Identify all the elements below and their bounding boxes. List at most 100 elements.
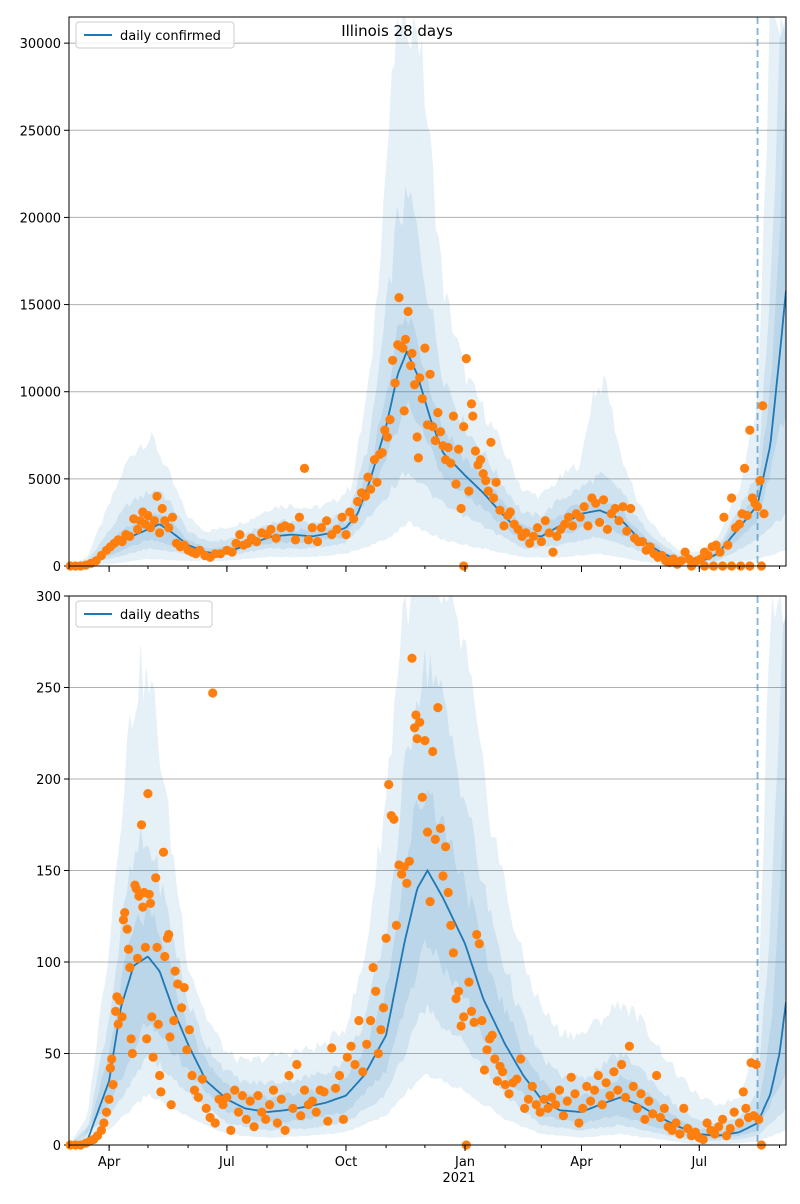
- observed-point: [299, 463, 310, 473]
- band-outer: [69, 17, 786, 566]
- observed-point: [382, 432, 392, 442]
- observed-point: [299, 1085, 310, 1095]
- observed-point: [266, 524, 276, 535]
- observed-point: [354, 1016, 364, 1026]
- observed-point: [96, 1125, 106, 1135]
- observed-point: [486, 437, 496, 447]
- observed-point: [319, 1087, 329, 1097]
- observed-point: [711, 540, 721, 550]
- observed-point: [218, 1100, 228, 1110]
- observed-point: [412, 734, 422, 744]
- observed-point: [133, 953, 143, 963]
- observed-point: [464, 486, 474, 496]
- plot-frame: [68, 595, 787, 1146]
- x-tick-label: Jan: [454, 1155, 475, 1170]
- observed-point: [622, 526, 632, 536]
- observed-point: [101, 1107, 112, 1117]
- observed-point: [143, 789, 153, 799]
- observed-point: [384, 779, 394, 790]
- observed-point: [597, 1100, 607, 1110]
- observed-point: [539, 1094, 549, 1104]
- observed-point: [540, 516, 550, 526]
- observed-point: [456, 1021, 466, 1031]
- observed-point: [420, 343, 430, 353]
- observed-point: [438, 871, 448, 881]
- observed-point: [755, 476, 765, 486]
- observed-point: [372, 477, 382, 487]
- observed-point: [579, 502, 589, 512]
- observed-point: [448, 411, 458, 421]
- observed-point: [459, 422, 469, 432]
- observed-point: [388, 355, 398, 365]
- observed-point: [504, 1089, 514, 1099]
- observed-point: [513, 524, 523, 535]
- observed-point: [271, 533, 281, 543]
- observed-point: [525, 538, 535, 548]
- observed-point: [714, 1122, 724, 1132]
- observed-point: [417, 792, 427, 802]
- observed-point: [397, 869, 407, 879]
- observed-point: [613, 1085, 623, 1095]
- observed-point: [253, 1091, 263, 1101]
- observed-point: [474, 939, 484, 949]
- observed-point: [288, 1103, 298, 1113]
- observed-point: [659, 1103, 669, 1113]
- observed-point: [560, 519, 570, 529]
- observed-point: [296, 1111, 306, 1121]
- observed-point: [752, 502, 763, 512]
- observed-point: [425, 897, 435, 907]
- observed-point: [399, 406, 409, 416]
- observed-point: [237, 1091, 247, 1101]
- observed-points: [65, 293, 769, 571]
- observed-point: [729, 1107, 739, 1117]
- observed-point: [160, 516, 170, 526]
- observed-point: [461, 354, 471, 364]
- observed-point: [570, 1089, 580, 1099]
- observed-point: [117, 1012, 127, 1022]
- observed-point: [758, 401, 768, 411]
- observed-point: [488, 493, 499, 503]
- observed-point: [578, 1103, 588, 1113]
- observed-point: [468, 411, 478, 421]
- observed-point: [652, 1070, 662, 1081]
- observed-point: [451, 994, 461, 1004]
- observed-point: [303, 535, 313, 545]
- observed-point: [149, 516, 159, 526]
- observed-point: [683, 1123, 693, 1134]
- observed-point: [127, 1048, 137, 1059]
- observed-point: [268, 1085, 279, 1095]
- observed-point: [548, 547, 558, 557]
- observed-point: [371, 986, 381, 996]
- observed-point: [410, 380, 420, 390]
- observed-point: [331, 1083, 341, 1093]
- observed-point: [535, 1107, 545, 1117]
- observed-point: [114, 995, 125, 1006]
- observed-point: [532, 523, 543, 533]
- observed-point: [280, 1125, 290, 1135]
- median-line: [69, 868, 786, 1145]
- observed-point: [167, 512, 178, 522]
- observed-point: [360, 491, 370, 501]
- observed-point: [698, 1134, 708, 1145]
- observed-point: [366, 1016, 376, 1026]
- observed-point: [170, 966, 180, 976]
- observed-point: [614, 516, 624, 526]
- observed-point: [380, 425, 390, 435]
- observed-point: [456, 503, 466, 514]
- observed-point: [459, 1012, 469, 1022]
- observed-point: [226, 1125, 236, 1135]
- observed-point: [586, 1096, 596, 1106]
- observed-point: [500, 1080, 510, 1090]
- observed-point: [346, 1041, 356, 1051]
- observed-point: [446, 458, 456, 468]
- observed-point: [403, 306, 413, 317]
- observed-point: [376, 1025, 386, 1035]
- observed-point: [126, 1034, 136, 1044]
- observed-point: [381, 933, 391, 943]
- y-tick-label: 300: [36, 590, 61, 605]
- observed-point: [738, 1087, 748, 1097]
- observed-point: [636, 1089, 646, 1099]
- observed-point: [483, 486, 493, 496]
- observed-point: [197, 1074, 207, 1084]
